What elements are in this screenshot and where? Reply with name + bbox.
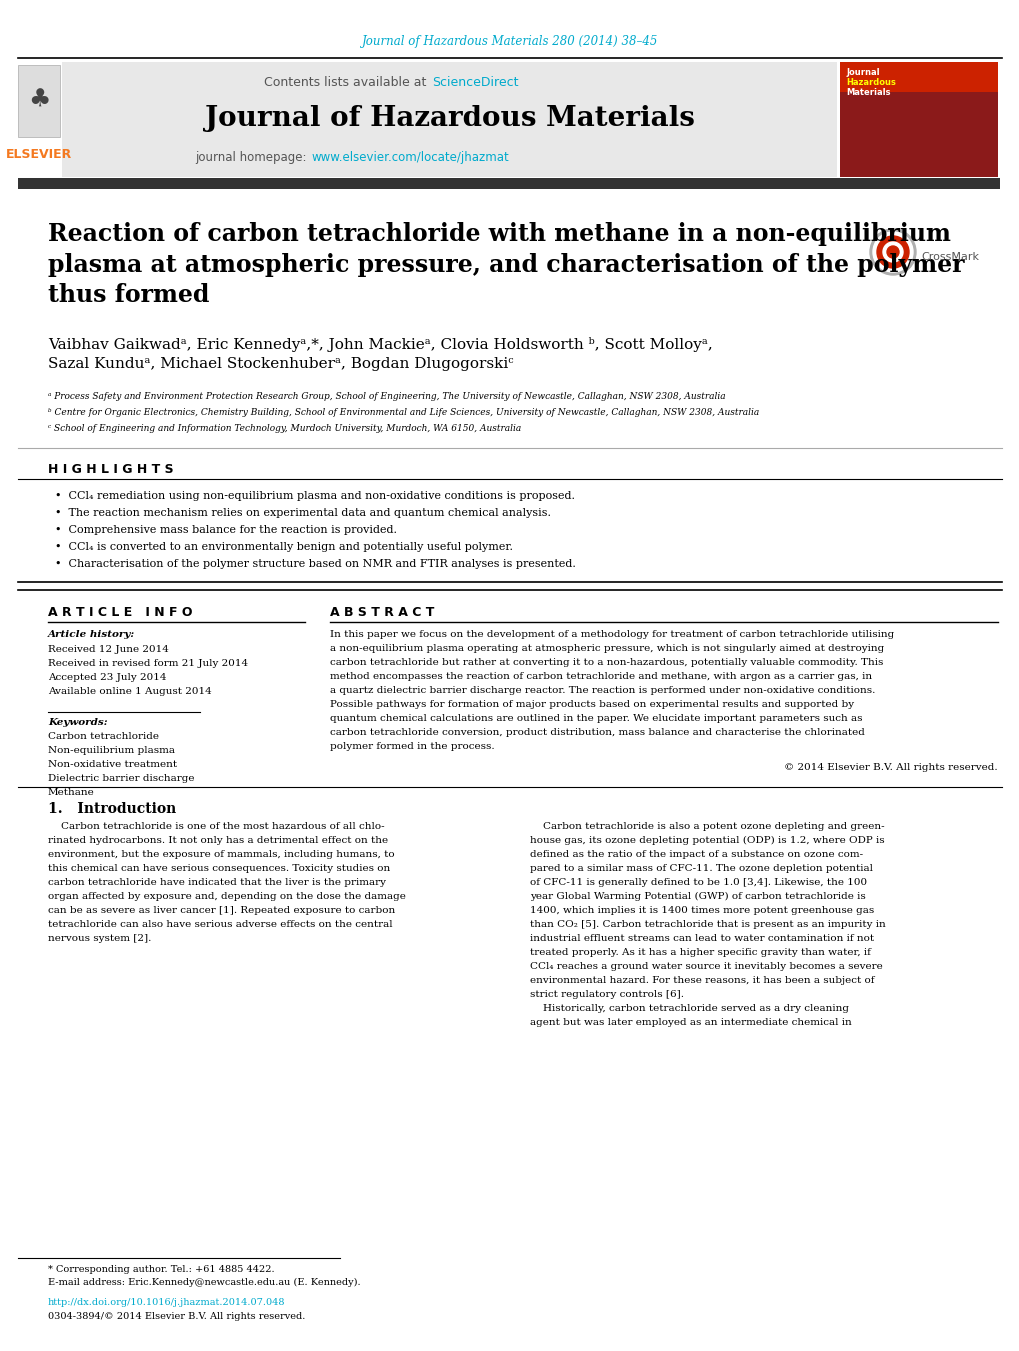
Text: Journal: Journal (845, 68, 878, 77)
Text: defined as the ratio of the impact of a substance on ozone com-: defined as the ratio of the impact of a … (530, 850, 862, 859)
Text: carbon tetrachloride conversion, product distribution, mass balance and characte: carbon tetrachloride conversion, product… (330, 728, 864, 738)
Circle shape (869, 230, 915, 276)
Circle shape (872, 232, 912, 272)
Text: journal homepage:: journal homepage: (195, 151, 310, 165)
Text: ᶜ School of Engineering and Information Technology, Murdoch University, Murdoch,: ᶜ School of Engineering and Information … (48, 424, 521, 434)
Text: carbon tetrachloride have indicated that the liver is the primary: carbon tetrachloride have indicated that… (48, 878, 385, 888)
Text: organ affected by exposure and, depending on the dose the damage: organ affected by exposure and, dependin… (48, 892, 406, 901)
Text: tetrachloride can also have serious adverse effects on the central: tetrachloride can also have serious adve… (48, 920, 392, 929)
Text: treated properly. As it has a higher specific gravity than water, if: treated properly. As it has a higher spe… (530, 948, 870, 957)
Text: ᵇ Centre for Organic Electronics, Chemistry Building, School of Environmental an: ᵇ Centre for Organic Electronics, Chemis… (48, 408, 758, 417)
Text: Carbon tetrachloride is one of the most hazardous of all chlo-: Carbon tetrachloride is one of the most … (48, 821, 384, 831)
FancyBboxPatch shape (18, 65, 60, 136)
Text: Dielectric barrier discharge: Dielectric barrier discharge (48, 774, 195, 784)
Text: environment, but the exposure of mammals, including humans, to: environment, but the exposure of mammals… (48, 850, 394, 859)
Text: Hazardous: Hazardous (845, 78, 895, 86)
Text: ᵃ Process Safety and Environment Protection Research Group, School of Engineerin: ᵃ Process Safety and Environment Protect… (48, 392, 725, 401)
Text: Vaibhav Gaikwadᵃ, Eric Kennedyᵃ,*, John Mackieᵃ, Clovia Holdsworth ᵇ, Scott Moll: Vaibhav Gaikwadᵃ, Eric Kennedyᵃ,*, John … (48, 336, 712, 353)
FancyBboxPatch shape (18, 178, 999, 189)
Text: Article history:: Article history: (48, 630, 136, 639)
Text: polymer formed in the process.: polymer formed in the process. (330, 742, 494, 751)
Text: of CFC-11 is generally defined to be 1.0 [3,4]. Likewise, the 100: of CFC-11 is generally defined to be 1.0… (530, 878, 866, 888)
Text: •  Comprehensive mass balance for the reaction is provided.: • Comprehensive mass balance for the rea… (55, 526, 396, 535)
Text: this chemical can have serious consequences. Toxicity studies on: this chemical can have serious consequen… (48, 865, 390, 873)
Text: Accepted 23 July 2014: Accepted 23 July 2014 (48, 673, 166, 682)
Text: Non-equilibrium plasma: Non-equilibrium plasma (48, 746, 175, 755)
Text: 1.   Introduction: 1. Introduction (48, 802, 176, 816)
Circle shape (876, 236, 908, 267)
FancyBboxPatch shape (840, 62, 997, 177)
FancyBboxPatch shape (62, 62, 837, 177)
Text: Historically, carbon tetrachloride served as a dry cleaning: Historically, carbon tetrachloride serve… (530, 1004, 848, 1013)
Text: a quartz dielectric barrier discharge reactor. The reaction is performed under n: a quartz dielectric barrier discharge re… (330, 686, 874, 694)
Text: © 2014 Elsevier B.V. All rights reserved.: © 2014 Elsevier B.V. All rights reserved… (784, 763, 997, 771)
Text: Keywords:: Keywords: (48, 717, 108, 727)
Text: * Corresponding author. Tel.: +61 4885 4422.: * Corresponding author. Tel.: +61 4885 4… (48, 1265, 274, 1274)
Text: industrial effluent streams can lead to water contamination if not: industrial effluent streams can lead to … (530, 934, 873, 943)
Text: Non-oxidative treatment: Non-oxidative treatment (48, 761, 177, 769)
Text: agent but was later employed as an intermediate chemical in: agent but was later employed as an inter… (530, 1019, 851, 1027)
Text: ELSEVIER: ELSEVIER (6, 149, 72, 161)
Text: A B S T R A C T: A B S T R A C T (330, 607, 434, 619)
Text: Carbon tetrachloride: Carbon tetrachloride (48, 732, 159, 740)
Text: Possible pathways for formation of major products based on experimental results : Possible pathways for formation of major… (330, 700, 853, 709)
Text: Contents lists available at: Contents lists available at (263, 76, 430, 89)
Text: carbon tetrachloride but rather at converting it to a non-hazardous, potentially: carbon tetrachloride but rather at conve… (330, 658, 882, 667)
Text: CCl₄ reaches a ground water source it inevitably becomes a severe: CCl₄ reaches a ground water source it in… (530, 962, 881, 971)
Text: H I G H L I G H T S: H I G H L I G H T S (48, 463, 173, 476)
Text: method encompasses the reaction of carbon tetrachloride and methane, with argon : method encompasses the reaction of carbo… (330, 671, 871, 681)
Text: ♣: ♣ (28, 88, 50, 112)
Text: house gas, its ozone depleting potential (ODP) is 1.2, where ODP is: house gas, its ozone depleting potential… (530, 836, 883, 846)
Text: than CO₂ [5]. Carbon tetrachloride that is present as an impurity in: than CO₂ [5]. Carbon tetrachloride that … (530, 920, 884, 929)
Text: rinated hydrocarbons. It not only has a detrimental effect on the: rinated hydrocarbons. It not only has a … (48, 836, 388, 844)
Text: In this paper we focus on the development of a methodology for treatment of carb: In this paper we focus on the developmen… (330, 630, 894, 639)
FancyBboxPatch shape (840, 62, 997, 92)
Circle shape (882, 242, 902, 262)
Text: strict regulatory controls [6].: strict regulatory controls [6]. (530, 990, 684, 998)
Text: a non-equilibrium plasma operating at atmospheric pressure, which is not singula: a non-equilibrium plasma operating at at… (330, 644, 883, 653)
Text: •  The reaction mechanism relies on experimental data and quantum chemical analy: • The reaction mechanism relies on exper… (55, 508, 550, 517)
Text: •  CCl₄ is converted to an environmentally benign and potentially useful polymer: • CCl₄ is converted to an environmentall… (55, 542, 513, 553)
Circle shape (887, 246, 898, 258)
Text: Carbon tetrachloride is also a potent ozone depleting and green-: Carbon tetrachloride is also a potent oz… (530, 821, 883, 831)
Text: Reaction of carbon tetrachloride with methane in a non-equilibrium
plasma at atm: Reaction of carbon tetrachloride with me… (48, 222, 964, 307)
Text: ScienceDirect: ScienceDirect (432, 76, 518, 89)
Text: pared to a similar mass of CFC-11. The ozone depletion potential: pared to a similar mass of CFC-11. The o… (530, 865, 872, 873)
Text: can be as severe as liver cancer [1]. Repeated exposure to carbon: can be as severe as liver cancer [1]. Re… (48, 907, 395, 915)
Text: http://dx.doi.org/10.1016/j.jhazmat.2014.07.048: http://dx.doi.org/10.1016/j.jhazmat.2014… (48, 1298, 285, 1306)
Text: www.elsevier.com/locate/jhazmat: www.elsevier.com/locate/jhazmat (312, 151, 510, 165)
Text: Received in revised form 21 July 2014: Received in revised form 21 July 2014 (48, 659, 248, 667)
Text: •  CCl₄ remediation using non-equilibrium plasma and non-oxidative conditions is: • CCl₄ remediation using non-equilibrium… (55, 490, 575, 501)
Text: year Global Warming Potential (GWP) of carbon tetrachloride is: year Global Warming Potential (GWP) of c… (530, 892, 865, 901)
Text: •  Characterisation of the polymer structure based on NMR and FTIR analyses is p: • Characterisation of the polymer struct… (55, 559, 576, 569)
Text: Available online 1 August 2014: Available online 1 August 2014 (48, 688, 212, 696)
Text: E-mail address: Eric.Kennedy@newcastle.edu.au (E. Kennedy).: E-mail address: Eric.Kennedy@newcastle.e… (48, 1278, 361, 1288)
Text: 1400, which implies it is 1400 times more potent greenhouse gas: 1400, which implies it is 1400 times mor… (530, 907, 873, 915)
Text: Sazal Kunduᵃ, Michael Stockenhuberᵃ, Bogdan Dlugogorskiᶜ: Sazal Kunduᵃ, Michael Stockenhuberᵃ, Bog… (48, 357, 513, 372)
Text: environmental hazard. For these reasons, it has been a subject of: environmental hazard. For these reasons,… (530, 975, 873, 985)
Text: Received 12 June 2014: Received 12 June 2014 (48, 644, 169, 654)
Text: quantum chemical calculations are outlined in the paper. We elucidate important : quantum chemical calculations are outlin… (330, 713, 862, 723)
Text: Journal of Hazardous Materials: Journal of Hazardous Materials (205, 104, 694, 131)
Text: nervous system [2].: nervous system [2]. (48, 934, 151, 943)
Text: Materials: Materials (845, 88, 890, 97)
Text: 0304-3894/© 2014 Elsevier B.V. All rights reserved.: 0304-3894/© 2014 Elsevier B.V. All right… (48, 1312, 305, 1321)
Text: Journal of Hazardous Materials 280 (2014) 38–45: Journal of Hazardous Materials 280 (2014… (362, 35, 657, 49)
Text: Methane: Methane (48, 788, 95, 797)
Text: A R T I C L E   I N F O: A R T I C L E I N F O (48, 607, 193, 619)
Text: CrossMark: CrossMark (920, 253, 978, 262)
